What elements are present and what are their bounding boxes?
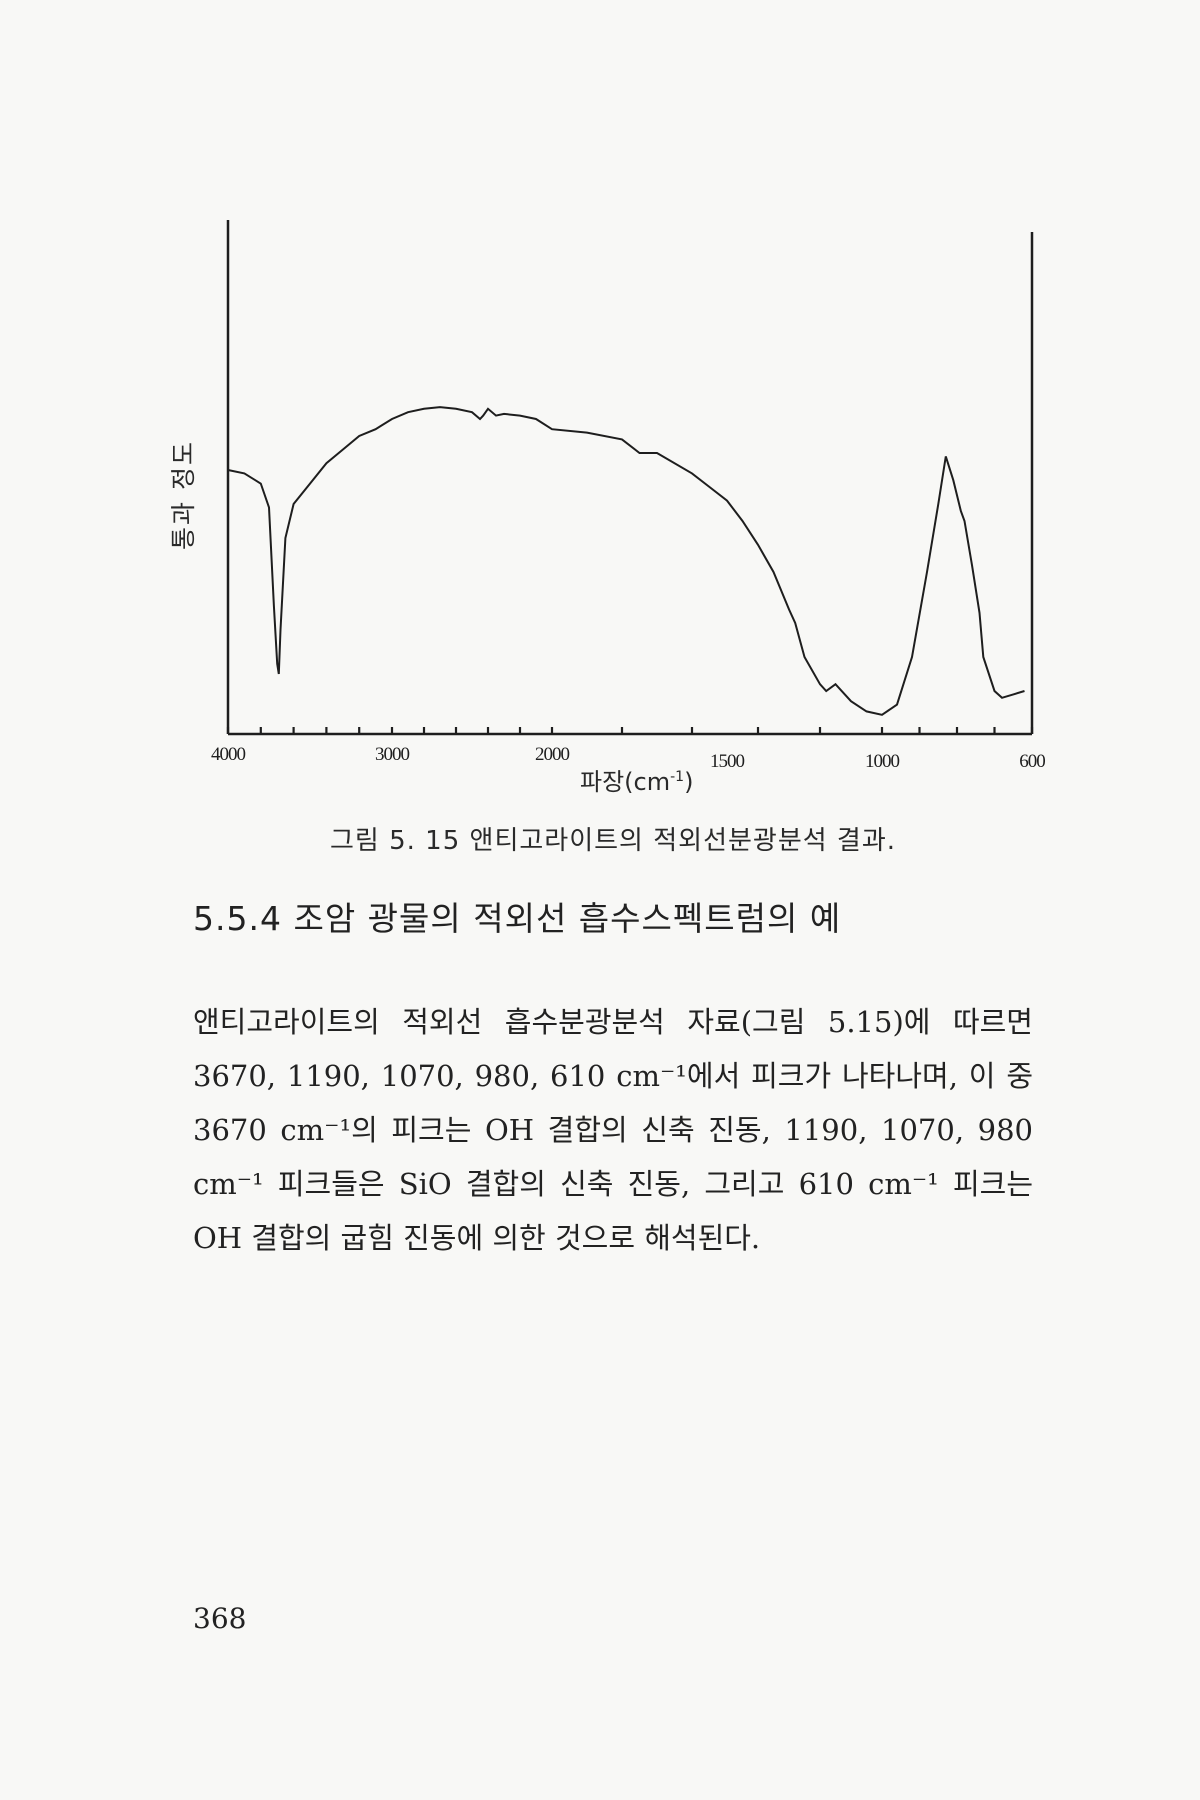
x-tick-label: 1500: [710, 751, 745, 772]
x-tick-label: 2000: [535, 744, 570, 765]
page-number: 368: [193, 1602, 247, 1635]
body-paragraph: 앤티고라이트의 적외선 흡수분광분석 자료(그림 5.15)에 따르면 3670…: [193, 1005, 1033, 1255]
figure-caption: 그림 5. 15 앤티고라이트의 적외선분광분석 결과.: [330, 826, 897, 856]
chart-axes: [226, 220, 1034, 736]
spectrum-series-line: [227, 406, 1025, 716]
x-tick-label: 600: [1019, 751, 1045, 772]
x-tick-label: 3000: [375, 744, 410, 765]
chart-tick-marks: [226, 727, 1034, 734]
ir-spectrum-chart: 4000 3000 2000 1500 1000 600: [211, 220, 1046, 772]
x-tick-label: 4000: [211, 744, 246, 765]
x-axis-title-text: 파장(cm: [580, 768, 671, 796]
chart-tick-labels: 4000 3000 2000 1500 1000 600: [211, 744, 1046, 772]
y-axis-title: 통과 정도: [169, 440, 198, 550]
section-heading: 5.5.4 조암 광물의 적외선 흡수스펙트럼의 예: [193, 899, 842, 938]
x-axis-title: 파장(cm-1): [580, 762, 693, 797]
x-axis-title-exponent: -1: [670, 769, 685, 785]
x-axis-title-close: ): [684, 768, 694, 796]
x-tick-label: 1000: [865, 751, 900, 772]
